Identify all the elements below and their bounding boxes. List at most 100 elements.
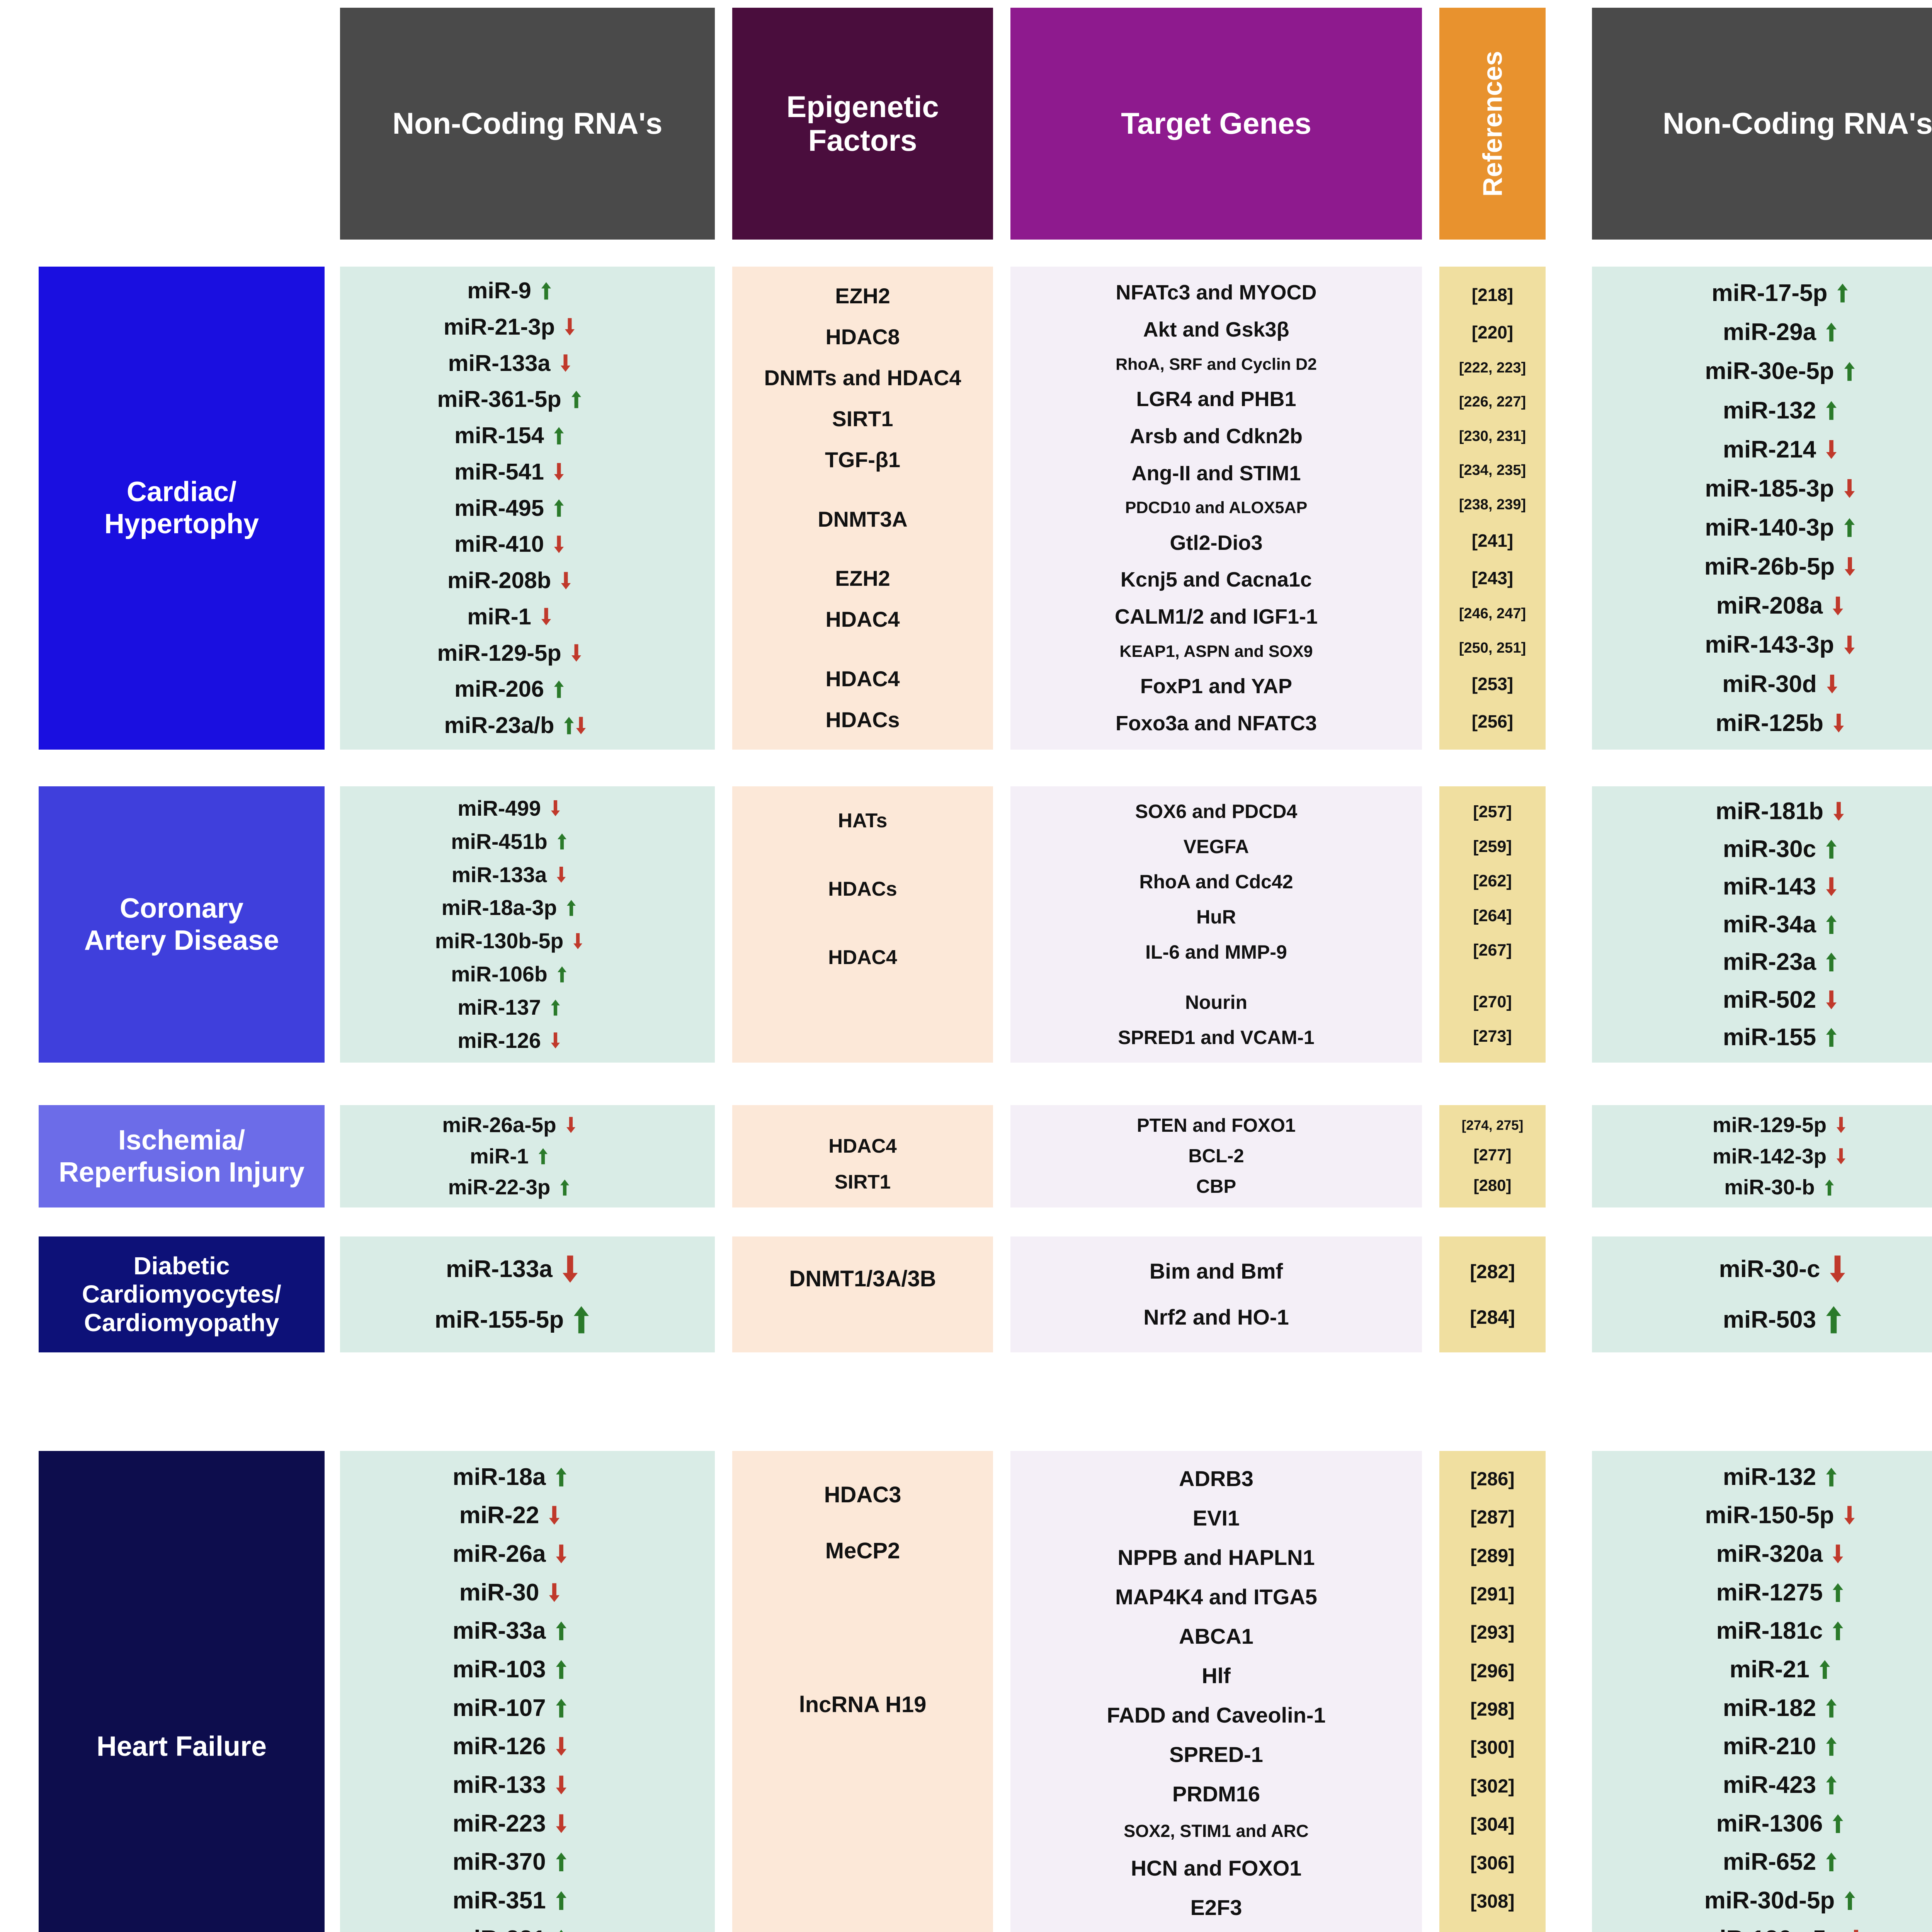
reference-citation: [256] <box>1471 711 1514 732</box>
arrow-up-icon <box>1833 1583 1844 1602</box>
reference-citation: [284] <box>1470 1306 1515 1328</box>
regulation-arrow <box>1826 1465 1872 1489</box>
target-gene: HCN and FOXO1 <box>1131 1855 1302 1880</box>
header-references-left: References <box>1439 8 1546 240</box>
ncrna-label: miR-143-3p <box>1705 631 1834 658</box>
reference-citation: [296] <box>1470 1660 1515 1682</box>
ncrna-label: miR-185-3p <box>1705 475 1834 502</box>
ncrna-entry: miR-126 <box>340 1734 715 1759</box>
ncrna-entry: miR-126a-5p <box>1592 1927 1932 1932</box>
arrow-up-icon <box>1826 952 1837 972</box>
regulation-arrow <box>556 1850 602 1874</box>
arrow-down-icon <box>566 1117 575 1133</box>
row-category-line: Cardiomyocytes/ <box>82 1280 281 1308</box>
arrow-down-icon <box>556 1776 566 1794</box>
arrow-up-icon <box>1844 518 1855 537</box>
regulation-arrow <box>1826 1850 1872 1874</box>
regulation-arrow <box>557 831 604 852</box>
epigenetic-factor: HDAC4 <box>828 946 897 969</box>
arrow-down-icon <box>1826 440 1837 459</box>
ncrna-label: miR-33a <box>452 1617 546 1645</box>
regulation-arrow <box>1830 1251 1876 1287</box>
references-cell-row1-left: [218] [220] [222, 223] [226, 227] [230, 231]… <box>1439 267 1546 750</box>
arrow-down-icon <box>549 1506 560 1525</box>
reference-citation: [241] <box>1471 531 1514 551</box>
regulation-arrow <box>1833 1619 1879 1643</box>
ncrna-label: miR-125b <box>1715 709 1824 736</box>
reference-citation: [304] <box>1470 1814 1515 1835</box>
ncrna-entry: miR-503 <box>1592 1302 1932 1338</box>
arrow-up-icon <box>541 282 551 299</box>
ncrna-label: miR-181c <box>1716 1617 1823 1645</box>
arrow-up-icon <box>557 966 566 983</box>
epigenetic-factor: HDACs <box>825 707 900 732</box>
references-cell-row3-left: [274, 275] [277] [280] <box>1439 1105 1546 1208</box>
regulation-arrow <box>554 460 600 483</box>
target-gene: NFATc3 and MYOCD <box>1116 281 1317 304</box>
ncrna-cell-row2-left: miR-499 miR-451b miR-133a miR-18a-3p miR-130… <box>340 786 715 1063</box>
target-gene: BCL-2 <box>1188 1145 1244 1167</box>
ncrna-label: miR-143 <box>1723 873 1816 900</box>
epigenetic-factor: HDAC8 <box>825 325 900 349</box>
regulation-arrow <box>556 1657 602 1682</box>
ncrna-label: miR-1 <box>469 1144 529 1168</box>
ncrna-entry: miR-541 <box>340 459 715 484</box>
regulation-arrow <box>1826 1773 1872 1797</box>
target-gene: Kcnj5 and Cacna1c <box>1120 568 1312 592</box>
regulation-arrow <box>1826 437 1872 462</box>
row-category-line: Cardiomyopathy <box>84 1308 279 1337</box>
ncrna-label: miR-370 <box>452 1849 546 1876</box>
target-gene: ABCA1 <box>1179 1624 1253 1648</box>
ncrna-label: miR-129-5p <box>437 639 561 666</box>
ncrna-entry: miR-22-3p <box>340 1176 715 1199</box>
arrow-up-icon <box>1833 1814 1844 1833</box>
regulation-arrow <box>566 1114 613 1136</box>
ncrna-label: miR-133a <box>448 350 551 376</box>
ncrna-label: miR-23a <box>1723 949 1816 976</box>
ncrna-entry: miR-140-3p <box>1592 515 1932 540</box>
ncrna-entry: miR-143-3p <box>1592 631 1932 658</box>
ncrna-label: miR-30-b <box>1724 1175 1815 1199</box>
ncrna-label: miR-30e-5p <box>1705 358 1834 385</box>
target-gene: ADRB3 <box>1179 1466 1253 1491</box>
arrow-up-icon <box>556 1698 566 1718</box>
ncrna-entry: miR-143 <box>1592 873 1932 900</box>
ncrna-label: miR-451b <box>451 829 548 854</box>
ncrna-entry: miR-499 <box>340 797 715 820</box>
reference-citation: [280] <box>1473 1176 1512 1194</box>
reference-citation: [259] <box>1473 837 1512 856</box>
ncrna-entry: miR-154 <box>340 423 715 448</box>
regulation-arrow <box>1826 320 1872 345</box>
arrow-down-icon <box>1826 877 1837 896</box>
arrow-down-icon <box>549 1583 560 1602</box>
ncrna-cell-row5-left: miR-18a miR-22 miR-26a miR-30 miR-33a miR-103… <box>340 1451 715 1932</box>
arrow-up-icon <box>1826 1306 1842 1333</box>
ncrna-label: miR-502 <box>1723 986 1816 1013</box>
regulation-arrow <box>556 1696 602 1720</box>
epigenetic-factor: HDAC4 <box>828 1134 897 1157</box>
arrow-up-icon <box>1826 1776 1837 1794</box>
target-gene: Akt and Gsk3β <box>1143 318 1289 341</box>
ncrna-entry: miR-495 <box>340 496 715 520</box>
arrow-up-icon <box>560 1179 570 1196</box>
ncrna-label: miR-30d <box>1722 670 1817 697</box>
regulation-arrow <box>1826 950 1872 974</box>
arrow-up-icon <box>574 1306 589 1333</box>
regulation-arrow <box>1826 1734 1872 1759</box>
ncrna-entry: miR-370 <box>340 1849 715 1876</box>
arrow-up-icon <box>554 499 564 517</box>
ncrna-label: miR-26b-5p <box>1704 553 1835 580</box>
arrow-down-icon <box>565 318 575 336</box>
ncrna-entry: miR-133a <box>340 1251 715 1287</box>
arrow-down-icon <box>1844 635 1855 655</box>
ncrna-entry: miR-126 <box>340 1029 715 1052</box>
reference-citation: [273] <box>1473 1027 1512 1046</box>
ncrna-label: miR-126 <box>452 1733 546 1760</box>
epigenetic-cell-row1-left: EZH2 HDAC8 DNMTs and HDAC4 SIRT1 TGF-β1 DNMT3… <box>732 267 993 750</box>
arrow-down-icon <box>561 571 571 589</box>
arrow-up-icon <box>1826 915 1837 934</box>
regulation-arrow <box>562 1251 609 1287</box>
ncrna-entry: miR-410 <box>340 532 715 556</box>
target-gene: CBP <box>1196 1176 1236 1197</box>
reference-citation: [257] <box>1473 803 1512 821</box>
